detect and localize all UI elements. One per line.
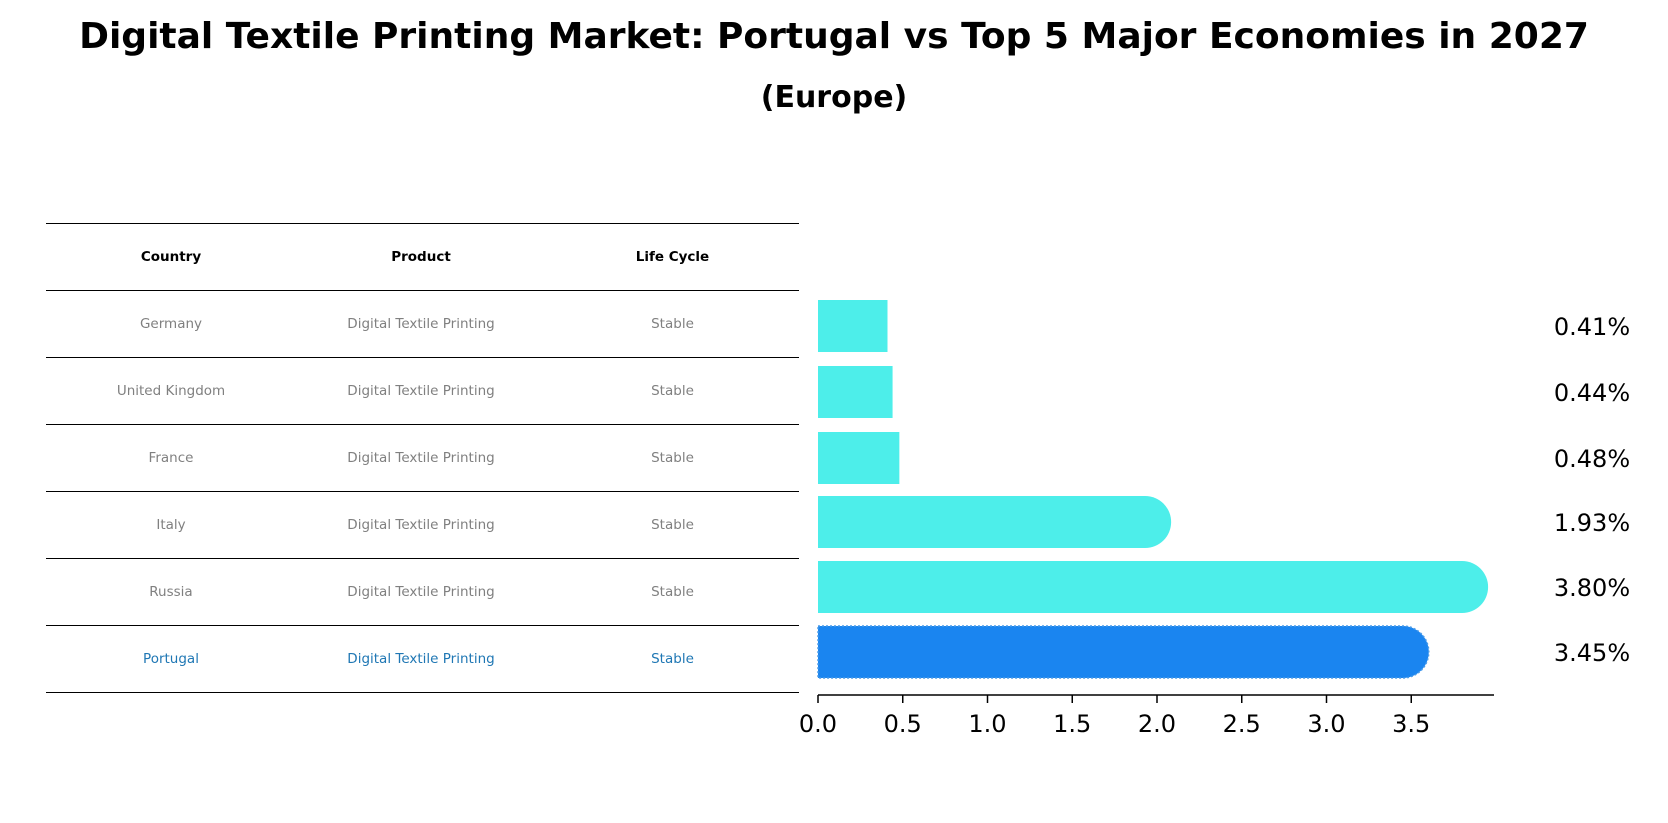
bar-value-label: 0.44% bbox=[1554, 379, 1630, 407]
cell-product: Digital Textile Printing bbox=[347, 584, 495, 600]
table-row: France Digital Textile Printing Stable bbox=[46, 424, 799, 491]
bar bbox=[818, 561, 1489, 613]
bar bbox=[818, 366, 893, 418]
header-country: Country bbox=[140, 249, 202, 265]
bar bbox=[817, 625, 1430, 679]
bar bbox=[818, 432, 900, 484]
cell-country: United Kingdom bbox=[116, 383, 226, 399]
cell-life-cycle: Stable bbox=[651, 316, 694, 332]
x-tick-label: 1.5 bbox=[1053, 710, 1091, 738]
table-row-highlight: Portugal Digital Textile Printing Stable bbox=[46, 625, 799, 693]
cell-life-cycle: Stable bbox=[651, 450, 694, 466]
table-row: Russia Digital Textile Printing Stable bbox=[46, 558, 799, 625]
bar-value-label: 3.80% bbox=[1554, 574, 1630, 602]
table-header-row: Country Product Life Cycle bbox=[46, 223, 799, 290]
x-tick-label: 1.0 bbox=[968, 710, 1006, 738]
bar-value-label: 3.45% bbox=[1554, 639, 1630, 667]
cell-country: Italy bbox=[156, 517, 186, 533]
cell-country: Russia bbox=[149, 584, 193, 600]
cell-product: Digital Textile Printing bbox=[347, 651, 495, 667]
cell-country: France bbox=[148, 450, 194, 466]
cell-product: Digital Textile Printing bbox=[347, 316, 495, 332]
cell-life-cycle: Stable bbox=[651, 383, 694, 399]
x-tick-label: 0.5 bbox=[884, 710, 922, 738]
chart-title: Digital Textile Printing Market: Portuga… bbox=[79, 16, 1589, 57]
bar bbox=[818, 496, 1172, 548]
cell-life-cycle: Stable bbox=[651, 584, 694, 600]
cell-life-cycle: Stable bbox=[651, 651, 694, 667]
cell-product: Digital Textile Printing bbox=[347, 383, 495, 399]
bar-value-label: 0.48% bbox=[1554, 445, 1630, 473]
cell-life-cycle: Stable bbox=[651, 517, 694, 533]
chart-subtitle: (Europe) bbox=[760, 80, 908, 115]
header-product: Product bbox=[391, 249, 451, 265]
cell-product: Digital Textile Printing bbox=[347, 517, 495, 533]
x-tick-label: 0.0 bbox=[799, 710, 837, 738]
x-tick-label: 2.5 bbox=[1223, 710, 1261, 738]
table-row: Germany Digital Textile Printing Stable bbox=[46, 290, 799, 357]
table-row: Italy Digital Textile Printing Stable bbox=[46, 491, 799, 558]
cell-country: Portugal bbox=[143, 651, 199, 667]
bar bbox=[818, 300, 888, 352]
table-row: United Kingdom Digital Textile Printing … bbox=[46, 357, 799, 424]
bar-value-label: 0.41% bbox=[1554, 313, 1630, 341]
bar-value-label: 1.93% bbox=[1554, 509, 1630, 537]
cell-country: Germany bbox=[139, 316, 203, 332]
cell-product: Digital Textile Printing bbox=[347, 450, 495, 466]
x-tick-label: 3.0 bbox=[1307, 710, 1345, 738]
x-tick-label: 3.5 bbox=[1392, 710, 1430, 738]
header-life-cycle: Life Cycle bbox=[635, 249, 710, 265]
x-tick-label: 2.0 bbox=[1138, 710, 1176, 738]
data-table: Country Product Life Cycle Germany Digit… bbox=[46, 223, 799, 693]
